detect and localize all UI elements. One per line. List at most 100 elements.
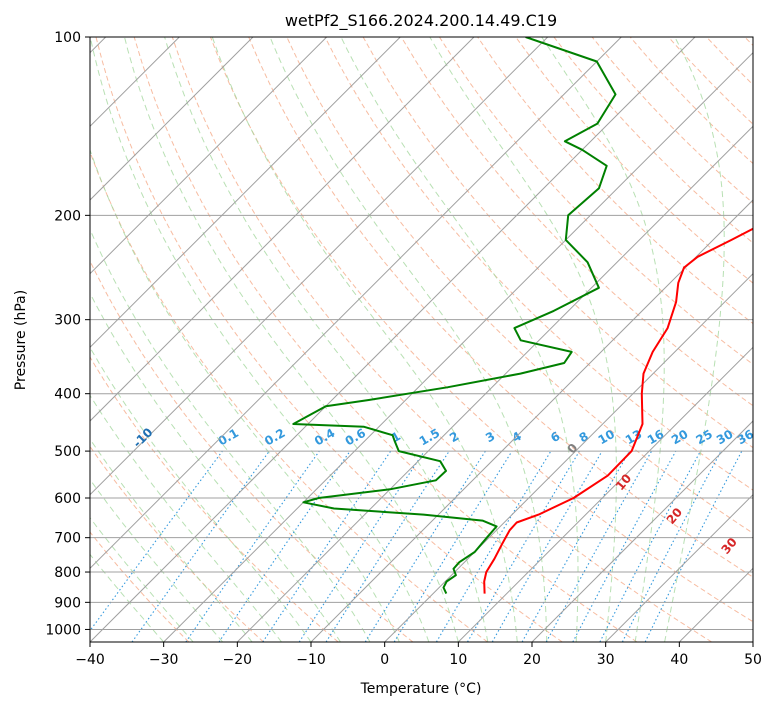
isotherms bbox=[90, 37, 753, 642]
moist-adiabat-line bbox=[340, 37, 579, 642]
isotherm-line bbox=[163, 51, 753, 642]
moist-adiabat-line bbox=[90, 37, 430, 642]
mixing-ratio-label: 1.5 bbox=[417, 426, 442, 449]
mixing-ratio-line bbox=[545, 450, 653, 642]
dry-adiabat-line bbox=[706, 37, 753, 86]
dry-adiabat-line bbox=[248, 37, 753, 578]
moist-adiabat-line bbox=[90, 516, 194, 642]
isotherm-line bbox=[90, 37, 401, 349]
moist-adiabat-line bbox=[90, 292, 341, 642]
isobars bbox=[90, 37, 753, 630]
mixing-ratio-label: 0.6 bbox=[343, 426, 368, 449]
dry-adiabat-label: -10 bbox=[130, 425, 155, 450]
moist-adiabat-line bbox=[90, 438, 253, 642]
dry-adiabats bbox=[90, 37, 753, 642]
mixing-ratio-label: 2 bbox=[447, 429, 461, 445]
moist-adiabat-line bbox=[90, 228, 371, 642]
moist-adiabat-line bbox=[90, 478, 223, 642]
moist-adiabat-line bbox=[90, 553, 165, 642]
moist-adiabat-label: 0 bbox=[564, 441, 580, 456]
isotherm-line bbox=[90, 37, 549, 496]
x-tick-label: −10 bbox=[296, 652, 326, 668]
dewpoint-profile-line bbox=[292, 37, 617, 595]
mixing-ratio-line bbox=[325, 450, 450, 642]
moist-adiabats bbox=[90, 37, 725, 642]
dry-adiabat-line bbox=[133, 37, 638, 642]
y-tick-label: 500 bbox=[54, 444, 81, 460]
y-axis-title: Pressure (hPa) bbox=[13, 290, 29, 390]
dry-adiabat-line bbox=[95, 37, 563, 642]
dry-adiabat-line bbox=[362, 37, 753, 449]
mixing-ratio-line bbox=[621, 450, 722, 642]
mixing-ratio-line bbox=[572, 450, 677, 642]
y-tick-label: 900 bbox=[54, 595, 81, 611]
isotherm-line bbox=[384, 272, 753, 642]
moist-adiabat-line bbox=[90, 346, 312, 642]
mixing-ratio-line bbox=[599, 450, 701, 642]
moist-adiabat-line bbox=[90, 148, 400, 642]
mixing-ratio-label: 30 bbox=[714, 427, 735, 447]
y-tick-label: 800 bbox=[54, 565, 81, 581]
isotherm-line bbox=[90, 37, 254, 201]
moist-adiabat-label: 40 bbox=[770, 568, 775, 590]
x-tick-label: 50 bbox=[744, 652, 762, 668]
dry-adiabat-line bbox=[744, 37, 753, 47]
isotherm-line bbox=[90, 37, 622, 570]
mixing-ratio-line bbox=[521, 450, 630, 642]
x-tick-label: −20 bbox=[223, 652, 253, 668]
moist-adiabat-line bbox=[269, 37, 548, 642]
mixing-ratio-label: 36 bbox=[735, 427, 756, 447]
isotherm-line bbox=[236, 125, 753, 642]
x-tick-label: 0 bbox=[380, 652, 389, 668]
x-tick-label: 20 bbox=[523, 652, 541, 668]
mixing-ratio-label: 0.4 bbox=[312, 426, 337, 449]
moist-adiabat-line bbox=[664, 37, 725, 642]
mixing-ratio-line bbox=[298, 450, 425, 642]
x-axis: −40 −30 −20 −10 0 10 20 30 40 50 bbox=[75, 642, 762, 668]
mixing-ratio-label: 10 bbox=[596, 427, 617, 447]
y-axis: 100 200 300 400 500 600 700 800 900 1000 bbox=[45, 30, 90, 638]
mixing-ratio-label: 0.1 bbox=[216, 426, 241, 449]
mixing-ratio-line bbox=[644, 450, 743, 642]
mixing-ratio-line bbox=[90, 450, 223, 632]
dry-adiabat-line bbox=[171, 37, 712, 642]
mixing-ratio-line bbox=[467, 450, 580, 642]
dry-adiabat-line bbox=[90, 150, 488, 642]
moist-adiabat-line bbox=[90, 394, 282, 642]
mixing-ratio-line bbox=[185, 450, 320, 642]
x-axis-title: Temperature (°C) bbox=[360, 681, 482, 697]
dry-adiabat-line bbox=[90, 445, 264, 642]
y-tick-label: 300 bbox=[54, 313, 81, 329]
isotherm-line bbox=[310, 199, 753, 642]
y-tick-label: 700 bbox=[54, 531, 81, 547]
moist-adiabat-line bbox=[541, 37, 665, 642]
dry-adiabat-line bbox=[553, 37, 753, 244]
dry-adiabat-line bbox=[400, 37, 753, 407]
dry-adiabat-line bbox=[210, 37, 753, 623]
x-tick-label: 30 bbox=[597, 652, 615, 668]
x-tick-label: −40 bbox=[75, 652, 105, 668]
plot-frame bbox=[89, 36, 754, 643]
x-tick-label: 10 bbox=[449, 652, 467, 668]
y-tick-label: 100 bbox=[54, 30, 81, 46]
temperature-profile-line bbox=[483, 227, 753, 594]
sounding-series bbox=[292, 37, 753, 595]
mixing-ratio-line bbox=[131, 450, 270, 642]
isotherm-line bbox=[90, 37, 328, 275]
y-tick-label: 400 bbox=[54, 387, 81, 403]
dry-adiabat-line bbox=[515, 37, 753, 284]
isotherm-line bbox=[752, 641, 753, 642]
dry-adiabat-line bbox=[591, 37, 753, 204]
mixing-ratio-label: 25 bbox=[694, 427, 715, 447]
x-tick-label: 40 bbox=[670, 652, 688, 668]
y-tick-label: 200 bbox=[54, 208, 81, 224]
dry-adiabat-line bbox=[324, 37, 753, 491]
dry-adiabat-line bbox=[90, 259, 414, 642]
isotherm-line bbox=[90, 37, 696, 642]
mixing-ratio-label: 3 bbox=[483, 429, 497, 445]
dry-adiabat-line bbox=[438, 37, 753, 366]
isotherm-line bbox=[605, 493, 753, 642]
mixing-ratio-line bbox=[435, 450, 552, 642]
